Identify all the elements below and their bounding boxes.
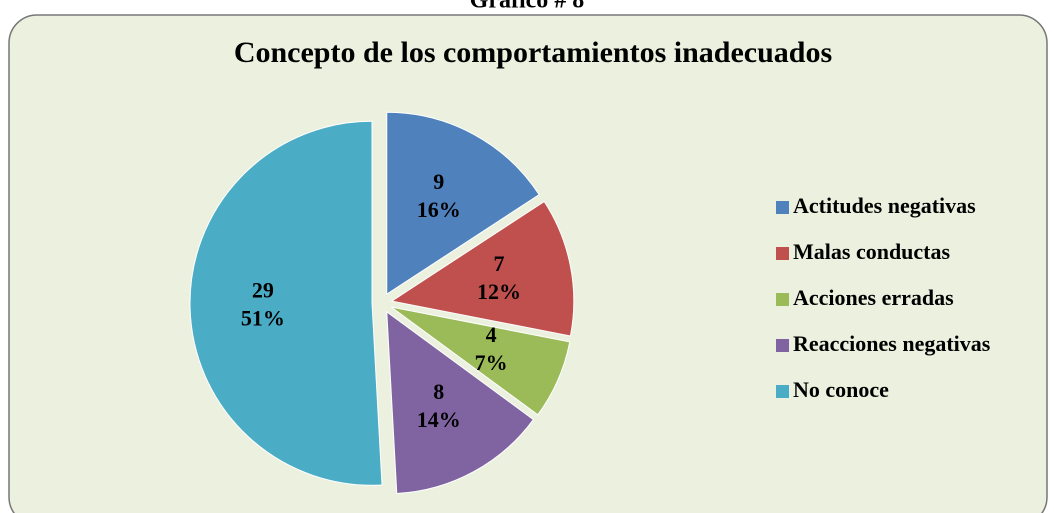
legend-label: Actitudes negativas: [793, 193, 976, 218]
slice-percent-label: 51%: [241, 305, 285, 330]
pie-slice: [386, 310, 535, 495]
chart-title: Concepto de los comportamientos inadecua…: [234, 36, 832, 69]
slice-value-label: 8: [433, 379, 444, 404]
legend-label: Malas conductas: [793, 239, 951, 264]
pie-slice: [189, 120, 383, 486]
figure-heading: Gráfico # 8: [470, 0, 585, 14]
pie-slice: [390, 306, 571, 416]
slice-value-label: 9: [433, 169, 444, 194]
slice-value-label: 29: [252, 277, 274, 302]
legend-swatch: [776, 385, 789, 398]
slice-percent-label: 16%: [417, 197, 461, 222]
legend-label: Acciones erradas: [793, 285, 954, 310]
slice-percent-label: 14%: [417, 407, 461, 432]
slice-value-label: 7: [493, 251, 504, 276]
legend-label: Reacciones negativas: [793, 331, 991, 356]
legend-label: No conoce: [793, 377, 889, 402]
pie-slice: [390, 200, 575, 337]
legend-swatch: [776, 339, 789, 352]
slice-percent-label: 12%: [477, 279, 521, 304]
legend-swatch: [776, 293, 789, 306]
slice-value-label: 4: [486, 322, 497, 347]
legend-swatch: [776, 201, 789, 214]
pie-slice: [386, 111, 540, 296]
legend-swatch: [776, 247, 789, 260]
slice-percent-label: 7%: [475, 350, 508, 375]
